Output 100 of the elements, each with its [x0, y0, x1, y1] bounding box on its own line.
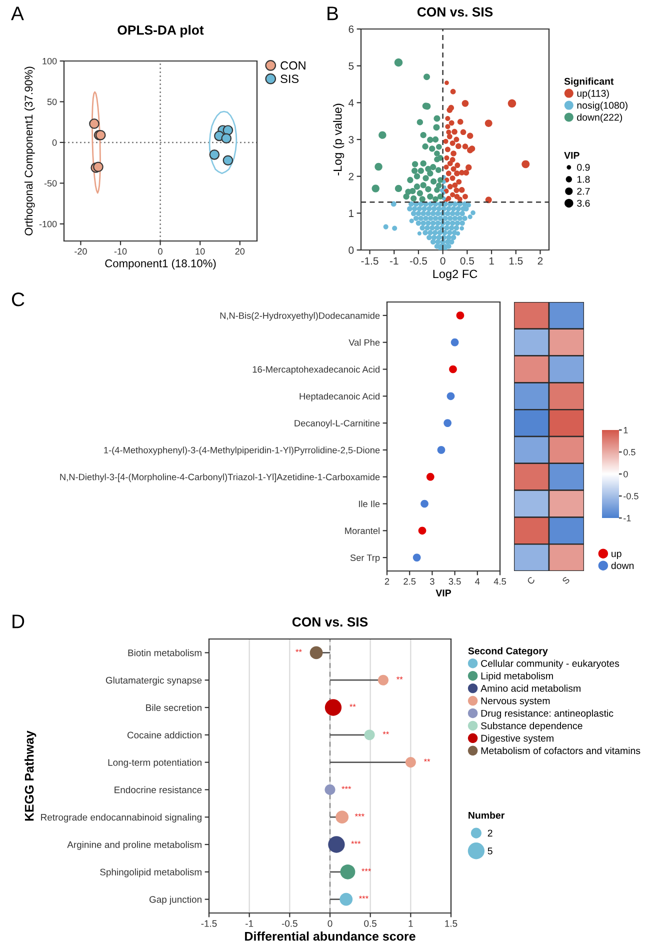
y-tick-label: Gap junction	[150, 896, 202, 905]
legend-label: 2.7	[577, 188, 590, 195]
y-tick-label: Long-term potentiation	[108, 758, 202, 768]
point	[222, 125, 234, 136]
y-tick-label: 50	[47, 98, 57, 106]
legend-label: 3.6	[577, 200, 590, 207]
point	[221, 133, 232, 144]
legend-title: Significant	[564, 78, 614, 87]
legend-label: 2	[488, 830, 492, 836]
y-tick-label: Morantel	[345, 527, 380, 534]
annotation: **	[296, 649, 302, 652]
y-tick-label: Decanoyl-L-Carnitine	[294, 420, 380, 428]
legend-label: Drug resistance: antineoplastic	[481, 710, 614, 719]
x-tick-label: 4	[475, 578, 480, 585]
point	[340, 892, 353, 906]
color-bar-label: 0.5	[624, 448, 636, 456]
point	[340, 864, 356, 880]
y-tick-label: N,N-Diethyl-3-[4-(Morpholine-4-Carbonyl)Triazol-1-Yl]Azetidine-1-Carboxamide	[60, 474, 380, 482]
annotation: ***	[358, 896, 368, 899]
annotation: **	[350, 704, 356, 707]
legend-label: CON	[280, 61, 306, 70]
annotation: ***	[354, 814, 364, 816]
color-bar-label: -1	[624, 515, 631, 522]
x-tick-label: -1	[246, 920, 254, 927]
y-tick-label: 6	[348, 26, 354, 33]
point	[449, 365, 457, 374]
legend-label: 5	[488, 848, 492, 854]
y-tick-label: 16-Mercaptohexadecanoic Acid	[252, 366, 380, 374]
legend-label: down	[611, 562, 634, 570]
x-tick-label: 2.5	[404, 578, 416, 585]
color-bar-label: 0	[624, 470, 628, 478]
y-tick-label: 0	[52, 139, 57, 146]
x-tick-label: C	[526, 576, 536, 585]
y-tick-label: Biotin metabolism	[128, 649, 202, 656]
x-axis-title: Component1 (18.10%)	[105, 259, 216, 270]
chart-title: CON vs. SIS	[292, 617, 368, 627]
point	[324, 699, 342, 716]
y-tick-label: Arginine and proline metabolism	[67, 841, 202, 850]
legend-label: Substance dependence	[481, 722, 582, 732]
point	[444, 419, 452, 427]
legend-label: Metabolism of cofactors and vitamins	[481, 746, 640, 754]
legend-label: Cellular community - eukaryotes	[481, 660, 620, 669]
point	[93, 162, 104, 172]
point	[324, 784, 336, 795]
y-tick-label: 100	[42, 58, 57, 64]
point	[412, 554, 421, 562]
point	[209, 150, 220, 160]
y-tick-label: Sphingolipid metabolism	[100, 868, 202, 878]
y-axis-title: Orthogonal Component1 (37.90%)	[24, 66, 35, 236]
y-tick-label: Heptadecanoic Acid	[300, 392, 380, 402]
y-axis-title: -Log (p value)	[333, 104, 344, 176]
annotation: **	[382, 731, 390, 734]
point	[222, 155, 234, 166]
y-tick-label: 1	[349, 210, 354, 217]
x-tick-label: -1.5	[361, 257, 378, 265]
y-tick-label: Cocaine addiction	[127, 731, 202, 738]
x-tick-label: 20	[235, 248, 245, 255]
legend-label: down(222)	[577, 114, 622, 123]
x-tick-label: 10	[196, 248, 205, 255]
y-tick-label: 5	[348, 62, 354, 70]
x-tick-label: -0.5	[410, 257, 428, 265]
x-tick-label: 0.5	[364, 920, 376, 927]
y-tick-label: 3	[348, 136, 354, 144]
y-tick-label: 1-(4-Methoxyphenyl)-3-(4-Methylpiperidin-1-Yl)Pyrrolidine-2,5-Dione	[104, 446, 380, 456]
point	[420, 500, 428, 508]
text: B	[328, 6, 338, 20]
x-tick-label: 0.5	[460, 257, 474, 265]
point	[456, 312, 464, 320]
x-tick-label: -20	[74, 248, 87, 255]
point	[426, 472, 434, 481]
x-tick-label: 2	[384, 578, 390, 585]
y-axis-title: KEGG Pathway	[24, 730, 36, 821]
point	[450, 338, 459, 346]
legend-label: up(113)	[577, 90, 609, 99]
y-tick-label: N,N-Bis(2-Hydroxyethyl)Dodecanamide	[220, 312, 380, 321]
point	[328, 836, 345, 853]
y-tick-label: Glutamatergic synapse	[106, 676, 202, 686]
legend-title: Second Category	[468, 647, 548, 656]
annotation: **	[396, 676, 403, 680]
x-tick-label: -1	[390, 257, 398, 264]
legend-label: 1.8	[577, 176, 590, 183]
x-tick-label: -10	[114, 248, 127, 255]
annotation: ***	[342, 786, 352, 790]
color-bar-label: -0.5	[624, 492, 638, 500]
y-tick-label: 4	[348, 99, 354, 106]
chart-title: OPLS-DA plot	[118, 25, 204, 38]
y-tick-label: Ser Trp	[350, 554, 380, 563]
legend-label: SIS	[280, 74, 299, 84]
x-tick-label: 1	[408, 920, 413, 927]
point	[310, 646, 323, 660]
text: C	[12, 292, 24, 306]
x-tick-label: 1.5	[445, 920, 458, 927]
y-tick-label: Endocrine resistance	[114, 786, 202, 794]
legend-label: Amino acid metabolism	[480, 684, 580, 692]
legend-label: Nervous system	[481, 697, 550, 706]
x-axis-title: Differential abundance score	[245, 932, 416, 941]
legend-label: nosig(1080)	[577, 102, 628, 111]
annotation: **	[424, 758, 430, 762]
y-tick-label: -50	[44, 180, 57, 187]
point	[89, 118, 100, 129]
